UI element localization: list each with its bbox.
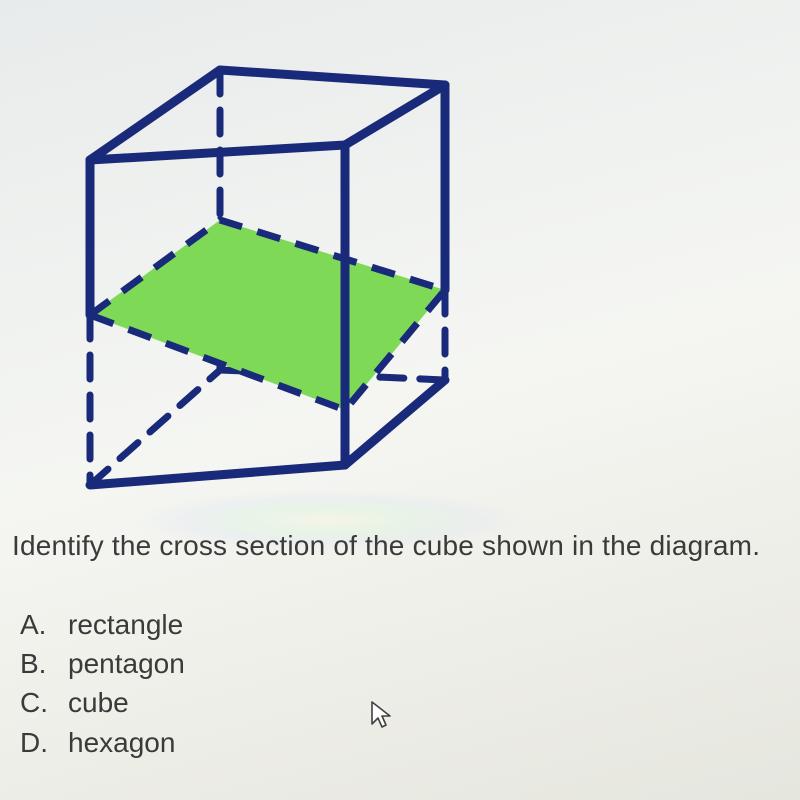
option-letter: D. [20, 723, 68, 762]
option-letter: B. [20, 644, 68, 683]
option-text: rectangle [68, 605, 183, 644]
option-letter: C. [20, 683, 68, 722]
option-text: pentagon [68, 644, 185, 683]
cube-diagram [30, 30, 470, 505]
option-text: hexagon [68, 723, 175, 762]
option-a[interactable]: A. rectangle [20, 605, 185, 644]
option-letter: A. [20, 605, 68, 644]
option-b[interactable]: B. pentagon [20, 644, 185, 683]
mouse-cursor-icon [370, 700, 392, 735]
answer-options: A. rectangle B. pentagon C. cube D. hexa… [20, 605, 185, 762]
question-text: Identify the cross section of the cube s… [12, 530, 760, 562]
option-d[interactable]: D. hexagon [20, 723, 185, 762]
cube-svg [30, 30, 470, 500]
option-c[interactable]: C. cube [20, 683, 185, 722]
option-text: cube [68, 683, 129, 722]
